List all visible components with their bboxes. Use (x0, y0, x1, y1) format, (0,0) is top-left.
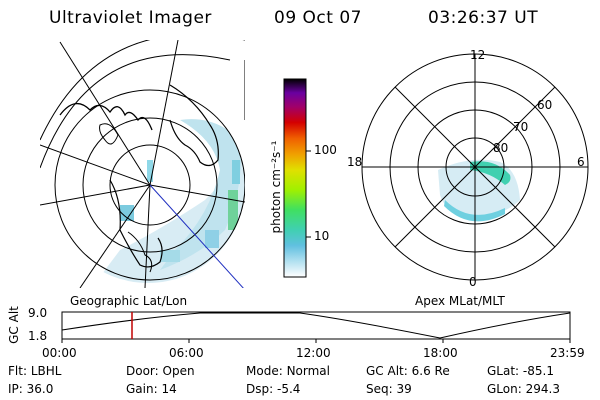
coastline-north (59, 103, 153, 131)
coastline-south (109, 179, 163, 268)
mlt-label-12: 12 (470, 48, 486, 62)
geo-panel-label: Geographic Lat/Lon (70, 294, 188, 308)
door-key: Door: (126, 364, 159, 378)
gain-value: 14 (161, 382, 177, 396)
footer-ip: IP: 36.0 (8, 382, 53, 396)
footer-flt: Flt: LBHL (8, 364, 61, 378)
geographic-map (40, 40, 245, 288)
instrument-title: Ultraviolet Imager (49, 8, 212, 28)
altitude-ymax: 9.0 (28, 306, 48, 320)
observation-date: 09 Oct 07 (274, 8, 362, 28)
mlat-label-70: 70 (513, 120, 529, 134)
altitude-ymin: 1.8 (28, 329, 48, 343)
mlt-label-0: 0 (469, 275, 477, 289)
mlat-mlt-polar-plot (361, 53, 589, 281)
footer-glon: GLon: 294.3 (487, 382, 560, 396)
mode-value: Normal (286, 364, 330, 378)
colorbar-label-100: 100 (314, 143, 337, 157)
time-tick-0600: 06:00 (169, 346, 204, 360)
footer-door: Door: Open (126, 364, 195, 378)
seq-key: Seq: (366, 382, 393, 396)
observation-time: 03:26:37 UT (428, 8, 539, 28)
glon-value: 294.3 (525, 382, 560, 396)
dsp-key: Dsp: (246, 382, 274, 396)
colorbar-unit-label: photon cm⁻²s⁻¹ (269, 140, 283, 234)
gain-key: Gain: (126, 382, 158, 396)
seq-value: 39 (396, 382, 412, 396)
uv-emission-geo (90, 119, 245, 283)
mlt-label-6: 6 (577, 155, 585, 169)
altitude-curve (61, 312, 571, 339)
dsp-value: -5.4 (276, 382, 301, 396)
altitude-ylabel: GC Alt (7, 306, 21, 344)
glat-key: GLat: (487, 364, 520, 378)
ip-value: 36.0 (26, 382, 54, 396)
gcalt-key: GC Alt: (366, 364, 408, 378)
footer-dsp: Dsp: -5.4 (246, 382, 300, 396)
footer-seq: Seq: 39 (366, 382, 412, 396)
footer-mode: Mode: Normal (246, 364, 330, 378)
footer-glat: GLat: -85.1 (487, 364, 554, 378)
mag-panel-label: Apex MLat/MLT (415, 294, 505, 308)
terminator-line (149, 184, 244, 288)
mlat-label-60: 60 (537, 98, 553, 112)
door-value: Open (162, 364, 195, 378)
flt-value: LBHL (30, 364, 62, 378)
glat-value: -85.1 (522, 364, 554, 378)
ip-key: IP: (8, 382, 23, 396)
mode-key: Mode: (246, 364, 283, 378)
coastline-east (169, 84, 219, 167)
time-tick-1800: 18:00 (423, 346, 458, 360)
time-tick-1200: 12:00 (296, 346, 331, 360)
gcalt-value: 6.6 Re (411, 364, 450, 378)
time-tick-2359: 23:59 (550, 346, 585, 360)
time-tick-0000: 00:00 (42, 346, 77, 360)
flt-key: Flt: (8, 364, 27, 378)
footer-gain: Gain: 14 (126, 382, 177, 396)
footer-gcalt: GC Alt: 6.6 Re (366, 364, 450, 378)
mlat-label-80: 80 (493, 141, 509, 155)
mlt-label-18: 18 (347, 155, 363, 169)
colorbar-label-10: 10 (314, 229, 330, 243)
glon-key: GLon: (487, 382, 522, 396)
colorbar (283, 78, 307, 278)
altitude-plot (61, 311, 571, 343)
